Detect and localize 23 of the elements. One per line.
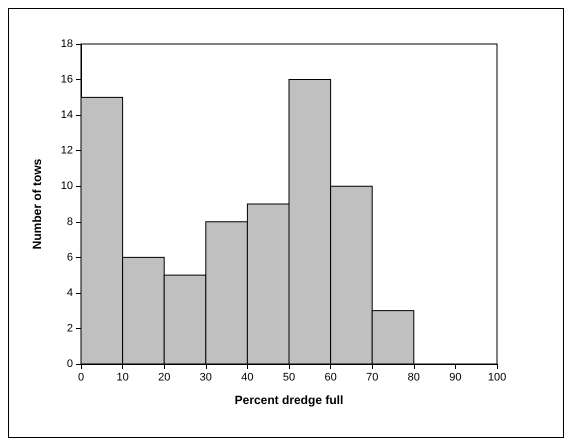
y-tick-label: 4: [66, 286, 73, 299]
x-tick-label: 100: [488, 372, 506, 384]
x-tick-label: 80: [408, 372, 420, 384]
x-tick-label: 70: [366, 372, 378, 384]
x-tick-label: 10: [116, 372, 129, 384]
x-tick-label: 30: [200, 372, 212, 384]
y-tick-label: 14: [60, 109, 73, 122]
x-tick-label: 90: [449, 372, 462, 384]
y-tick-label: 18: [60, 38, 73, 50]
x-tick-label: 20: [158, 372, 170, 384]
y-tick-label: 16: [60, 74, 73, 86]
y-axis-title: Number of tows: [30, 158, 44, 250]
y-tick-label: 12: [60, 144, 73, 157]
y-tick-label: 10: [60, 180, 73, 192]
x-tick-label: 60: [324, 372, 337, 384]
x-tick-label: 0: [78, 372, 84, 384]
y-tick-label: 2: [66, 322, 73, 334]
y-tick-label: 8: [66, 216, 73, 228]
x-tick-label: 40: [241, 372, 254, 384]
y-tick-label: 6: [66, 251, 73, 264]
x-tick-label: 50: [282, 372, 296, 384]
y-tick-label: 0: [66, 358, 73, 370]
x-axis-title: Percent dredge full: [234, 393, 344, 407]
